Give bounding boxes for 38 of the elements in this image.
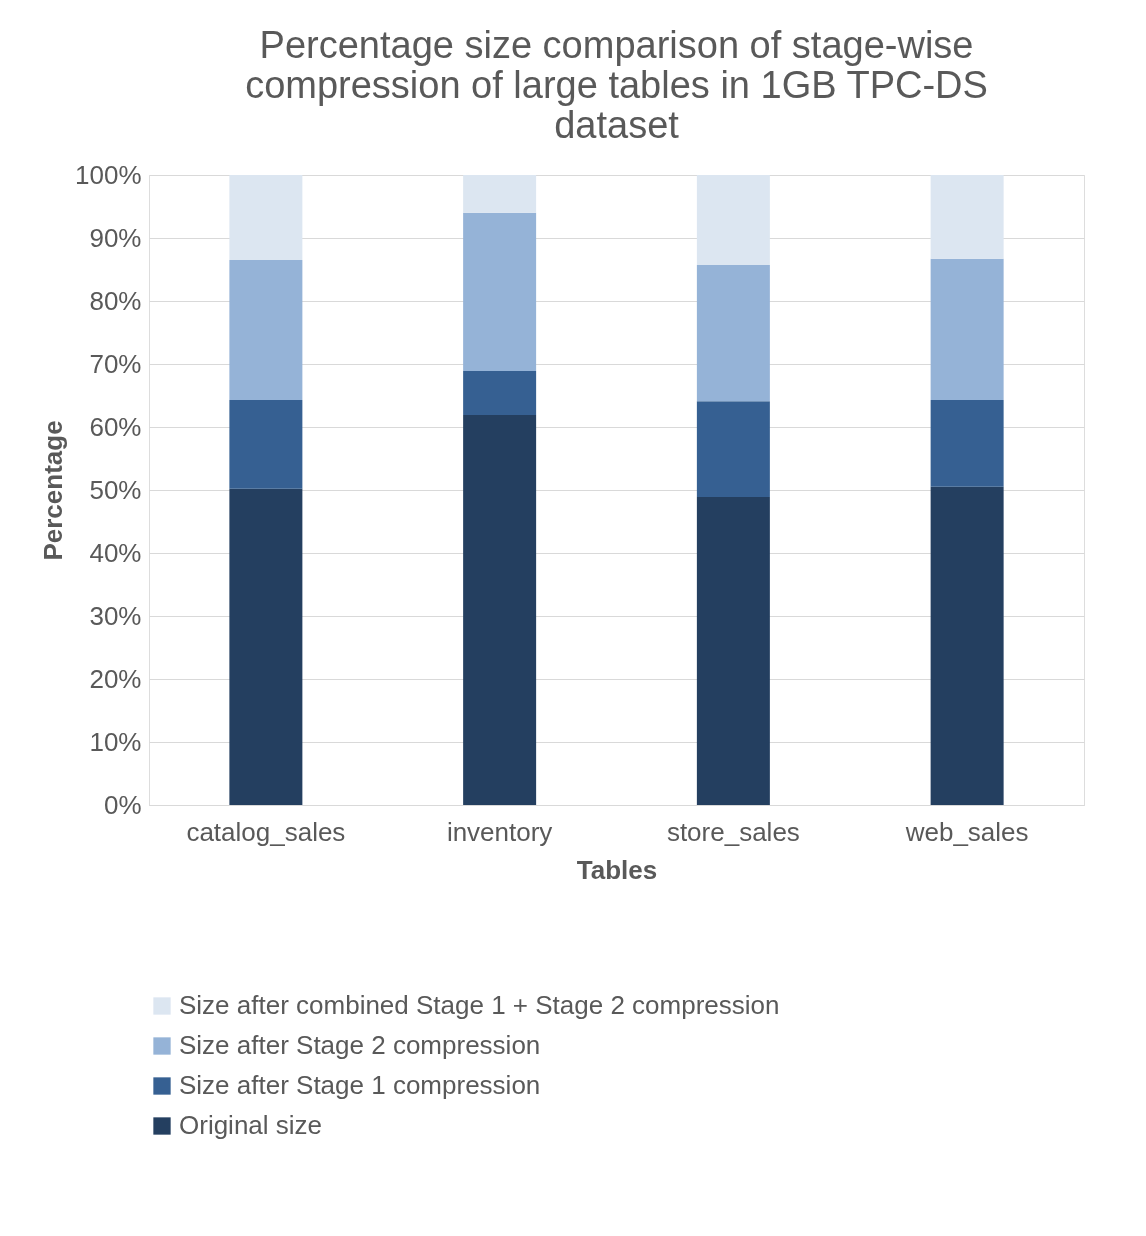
x-tick-label: store_sales bbox=[666, 816, 800, 847]
bar bbox=[463, 212, 537, 371]
bar bbox=[463, 415, 537, 805]
legend-label: Size after combined Stage 1 + Stage 2 compression bbox=[179, 990, 780, 1020]
bar bbox=[463, 175, 537, 213]
y-tick-label: 30% bbox=[89, 600, 142, 631]
y-tick-label: 100% bbox=[75, 159, 142, 190]
x-tick-label: catalog_sales bbox=[186, 816, 346, 847]
y-tick-label: 80% bbox=[89, 285, 142, 316]
bar bbox=[696, 496, 770, 805]
y-axis-title: Percentage bbox=[38, 420, 68, 561]
legend-label: Size after Stage 1 compression bbox=[179, 1070, 541, 1100]
bar bbox=[696, 401, 770, 497]
bar bbox=[696, 175, 770, 266]
legend-label: Original size bbox=[179, 1110, 323, 1140]
bar bbox=[229, 488, 303, 805]
y-tick-label: 60% bbox=[89, 411, 142, 442]
x-axis-title: Tables bbox=[576, 854, 658, 885]
bar bbox=[930, 486, 1004, 805]
bar bbox=[930, 175, 1004, 259]
bar bbox=[463, 370, 537, 416]
bar bbox=[930, 258, 1004, 400]
bar bbox=[229, 175, 303, 261]
bar bbox=[229, 260, 303, 400]
y-tick-label: 70% bbox=[89, 348, 142, 379]
legend-label: Size after Stage 2 compression bbox=[179, 1030, 541, 1060]
y-tick-label: 0% bbox=[103, 789, 142, 820]
y-tick-label: 40% bbox=[89, 537, 142, 568]
x-tick-label: inventory bbox=[446, 816, 553, 847]
y-tick-label: 90% bbox=[89, 222, 142, 253]
bar bbox=[930, 399, 1004, 487]
bar bbox=[229, 399, 303, 489]
bar bbox=[696, 265, 770, 402]
chart-title: Percentage size comparison of stage-wise compression of large tables in 1GB TPC-DS dataset bbox=[245, 24, 988, 146]
y-tick-label: 50% bbox=[89, 474, 142, 505]
y-tick-label: 20% bbox=[89, 663, 142, 694]
x-tick-label: web_sales bbox=[904, 816, 1029, 847]
y-tick-label: 10% bbox=[89, 726, 142, 757]
